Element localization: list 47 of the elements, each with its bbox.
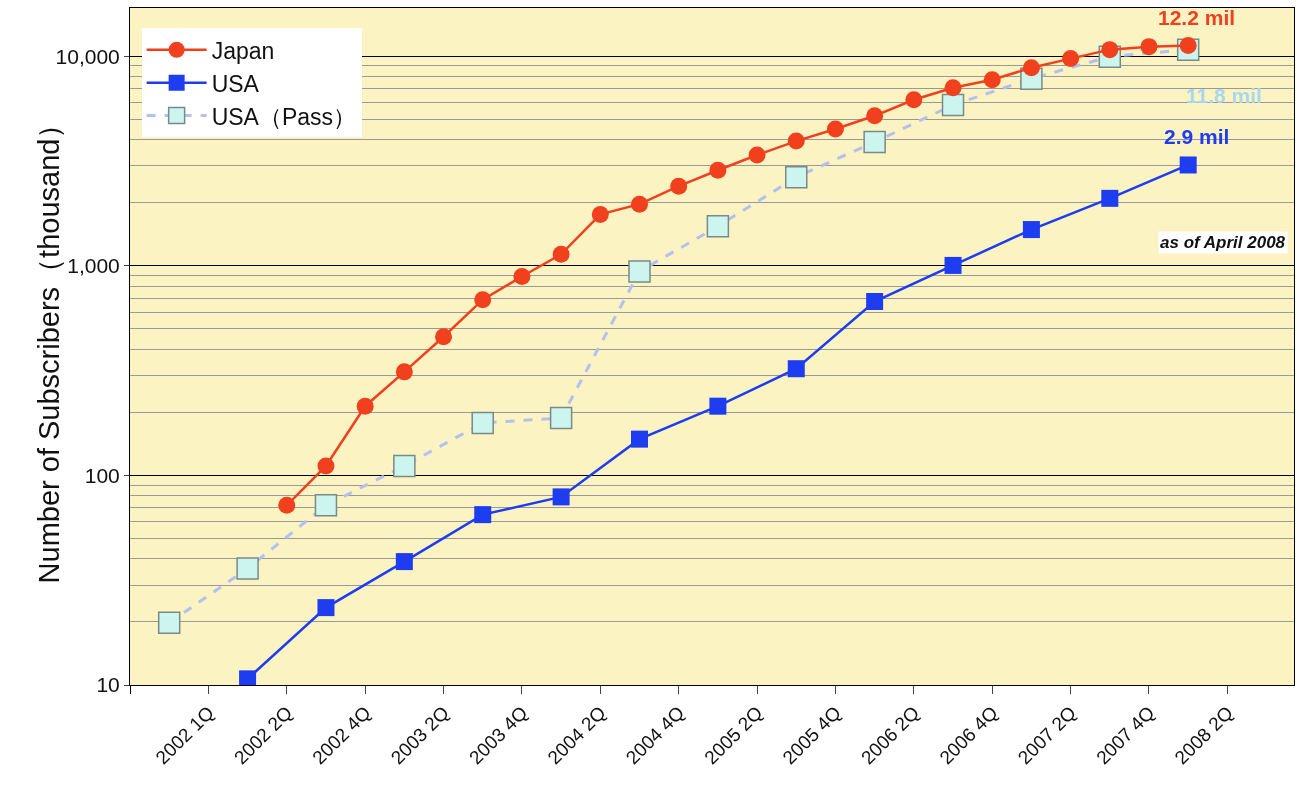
- point: [1101, 189, 1119, 207]
- point: [317, 457, 335, 475]
- point: [787, 132, 805, 150]
- y-tick-label: 100: [84, 463, 120, 487]
- point: [1179, 156, 1197, 174]
- annotation: as of April 2008: [1160, 233, 1286, 252]
- y-tick-label: 10,000: [55, 44, 120, 68]
- legend-label: Japan: [211, 37, 275, 64]
- point: [826, 120, 844, 138]
- point: [709, 161, 727, 179]
- y-axis-title: Number of Subscribers（thousand）: [33, 109, 66, 584]
- point: [278, 496, 296, 514]
- point: [748, 146, 766, 164]
- point: [317, 599, 335, 617]
- point: [395, 553, 413, 571]
- point: [983, 71, 1001, 89]
- point: [787, 360, 805, 378]
- point: [631, 195, 648, 213]
- legend-label: USA: [211, 70, 260, 97]
- point: [1140, 38, 1158, 56]
- point: [552, 488, 570, 506]
- point: [395, 363, 413, 381]
- point: [670, 177, 688, 195]
- annotation: 11.8 mil: [1186, 84, 1262, 107]
- point: [866, 293, 884, 310]
- legend-label: USA（Pass）: [211, 103, 357, 130]
- point: [630, 430, 648, 448]
- annotation: 12.2 mil: [1158, 6, 1236, 29]
- y-tick-label: 10: [96, 673, 120, 697]
- point: [474, 506, 492, 524]
- point: [1022, 221, 1040, 239]
- point: [591, 205, 609, 223]
- point: [1062, 50, 1080, 68]
- point: [435, 328, 453, 346]
- point: [905, 91, 923, 109]
- point: [866, 107, 884, 125]
- point: [356, 397, 374, 415]
- annotation: 2.9 mil: [1164, 125, 1230, 148]
- point: [944, 79, 962, 97]
- point: [552, 245, 570, 263]
- y-tick-label: 1,000: [67, 254, 120, 278]
- point: [474, 291, 492, 309]
- point: [709, 397, 727, 415]
- point: [239, 670, 257, 685]
- point: [513, 267, 531, 285]
- point: [944, 256, 962, 274]
- point: [1022, 59, 1040, 77]
